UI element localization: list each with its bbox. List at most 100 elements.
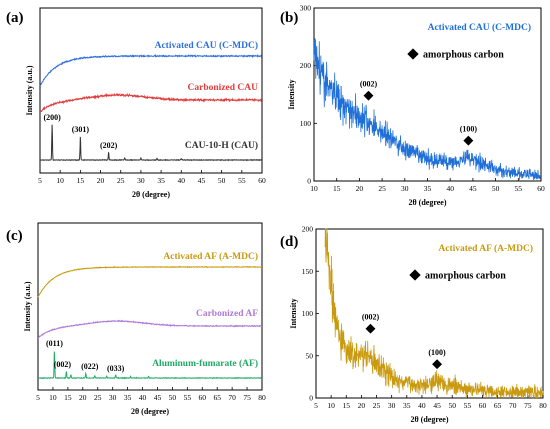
x-tick-label: 20 bbox=[79, 393, 87, 402]
y-tick-label: 50 bbox=[306, 351, 314, 360]
x-tick-label: 55 bbox=[515, 184, 523, 193]
y-tick-label: 100 bbox=[300, 119, 312, 128]
x-tick-label: 35 bbox=[424, 184, 432, 193]
x-tick-label: 65 bbox=[213, 393, 221, 402]
x-tick-label: 40 bbox=[139, 393, 147, 402]
legend-diamond bbox=[407, 48, 419, 60]
x-tick-label: 15 bbox=[333, 184, 341, 193]
x-tick-label: 75 bbox=[524, 401, 532, 410]
series-line-carbonized bbox=[40, 92, 263, 112]
x-tick-label: 20 bbox=[97, 176, 105, 185]
series-line-carbonized bbox=[37, 319, 263, 339]
panel-label-a: (a) bbox=[6, 10, 24, 26]
panel-b: 10 15 20 25 30 35 40 45 50 55 60 2θ (degree) Intensi… bbox=[287, 4, 545, 208]
x-tick-label: 10 bbox=[327, 401, 335, 410]
x-tick-label: 15 bbox=[64, 393, 72, 402]
x-tick-label: 35 bbox=[403, 401, 411, 410]
plot-frame bbox=[315, 228, 544, 399]
panel-a: 5 10 15 20 25 30 35 40 45 50 55 60 2θ (degree) Intens… bbox=[25, 7, 266, 199]
series-label: Activated CAU (C-MDC) bbox=[428, 22, 531, 33]
x-tick-label: 45 bbox=[433, 401, 441, 410]
x-tick-label: 35 bbox=[124, 393, 132, 402]
x-tick-label: 40 bbox=[178, 176, 186, 185]
x-axis-title: 2θ (degree) bbox=[408, 198, 446, 207]
x-tick-label: 10 bbox=[310, 184, 318, 193]
x-tick-label: 15 bbox=[343, 401, 351, 410]
peak-marker-label: (002) bbox=[362, 313, 380, 322]
panel-label-b: (b) bbox=[280, 10, 298, 26]
y-axis-title: Intensity (a.u.) bbox=[25, 65, 34, 115]
plot-frame bbox=[37, 222, 263, 391]
x-tick-label: 35 bbox=[157, 176, 165, 185]
x-tick-label: 70 bbox=[509, 401, 517, 410]
x-axis-title: 2θ (degree) bbox=[410, 415, 448, 424]
legend-text: amorphous carbon bbox=[423, 50, 504, 61]
x-tick-label: 25 bbox=[117, 176, 125, 185]
x-tick-label: 55 bbox=[464, 401, 472, 410]
peak-label: (011) bbox=[46, 339, 63, 348]
y-tick-label: 300 bbox=[300, 4, 312, 13]
y-tick-label: 0 bbox=[307, 177, 311, 186]
peak-label: (002) bbox=[54, 360, 72, 369]
peak-marker bbox=[463, 135, 474, 146]
x-tick-label: 30 bbox=[137, 176, 145, 185]
x-tick-label: 5 bbox=[36, 393, 40, 402]
x-tick-label: 50 bbox=[218, 176, 226, 185]
x-tick-label: 55 bbox=[238, 176, 246, 185]
x-tick-label: 30 bbox=[109, 393, 117, 402]
series-line-mof bbox=[39, 124, 262, 162]
panel-d: 5 10 15 20 25 30 35 40 45 50 55 60 65 70 75 80 2θ (degre… bbox=[289, 225, 547, 425]
x-tick-label: 65 bbox=[494, 401, 502, 410]
series-label-mof: Aluminum-fumarate (AF) bbox=[152, 358, 258, 369]
x-tick-label: 25 bbox=[373, 401, 381, 410]
x-tick-label: 60 bbox=[479, 401, 487, 410]
x-tick-label: 55 bbox=[184, 393, 192, 402]
series-label-carbonized: Carbonized AF bbox=[196, 309, 258, 319]
y-tick-label: 100 bbox=[302, 309, 314, 318]
y-axis-title: Intensity bbox=[287, 79, 296, 109]
x-tick-label: 5 bbox=[314, 401, 318, 410]
x-tick-label: 45 bbox=[469, 184, 477, 193]
peak-marker-label: (100) bbox=[460, 125, 478, 134]
series-line-activated bbox=[37, 265, 263, 298]
plot-frame bbox=[313, 7, 542, 182]
x-tick-label: 10 bbox=[49, 393, 57, 402]
x-tick-label: 45 bbox=[154, 393, 162, 402]
x-tick-label: 60 bbox=[258, 176, 266, 185]
legend-text: amorphous carbon bbox=[425, 271, 506, 282]
x-axis-title: 2θ (degree) bbox=[131, 407, 169, 416]
peak-label: (202) bbox=[100, 141, 118, 150]
x-tick-label: 50 bbox=[448, 401, 456, 410]
panel-label-d: (d) bbox=[280, 234, 298, 250]
x-tick-label: 15 bbox=[77, 176, 85, 185]
x-tick-label: 20 bbox=[356, 184, 364, 193]
panel-label-c: (c) bbox=[6, 228, 23, 244]
x-tick-label: 45 bbox=[198, 176, 206, 185]
y-tick-label: 200 bbox=[300, 61, 312, 70]
x-tick-label: 30 bbox=[401, 184, 409, 193]
series-line-mof bbox=[38, 351, 263, 380]
x-tick-label: 40 bbox=[446, 184, 454, 193]
series-line-activated bbox=[39, 53, 263, 87]
x-tick-label: 75 bbox=[243, 393, 251, 402]
y-tick-label: 0 bbox=[309, 394, 313, 403]
peak-label: (200) bbox=[43, 113, 61, 122]
peak-marker bbox=[365, 323, 376, 334]
x-tick-label: 10 bbox=[56, 176, 64, 185]
x-tick-label: 60 bbox=[537, 184, 545, 193]
x-tick-label: 30 bbox=[388, 401, 396, 410]
peak-label: (033) bbox=[107, 364, 125, 373]
peak-marker-label: (100) bbox=[428, 348, 446, 357]
series-label-activated: Activated CAU (C-MDC) bbox=[155, 40, 258, 51]
y-tick-label: 150 bbox=[302, 267, 314, 276]
peak-label: (022) bbox=[81, 362, 99, 371]
plot-frame bbox=[39, 7, 263, 174]
series-label-mof: CAU-10-H (CAU) bbox=[185, 140, 258, 151]
peak-marker-label: (002) bbox=[360, 80, 378, 89]
series-label-activated: Activated AF (A-MDC) bbox=[163, 251, 258, 262]
peak-marker bbox=[363, 90, 374, 101]
series-label: Activated AF (A-MDC) bbox=[438, 243, 533, 254]
series-label-carbonized: Carbonized CAU bbox=[188, 83, 259, 93]
x-tick-label: 80 bbox=[258, 393, 266, 402]
